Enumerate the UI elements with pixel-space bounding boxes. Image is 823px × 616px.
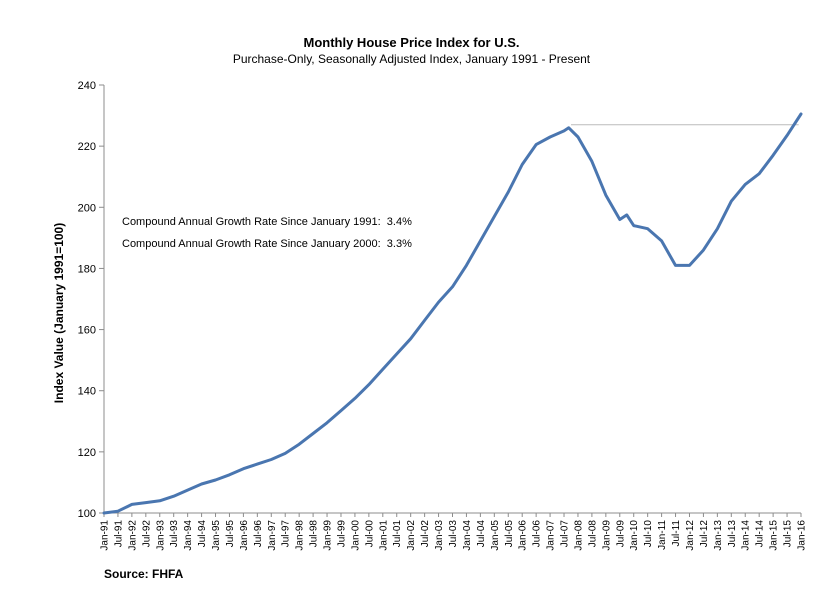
x-tick-label: Jan-94 — [183, 520, 194, 551]
x-tick-label: Jan-05 — [490, 520, 501, 551]
x-tick-label: Jul-14 — [755, 520, 766, 548]
y-tick-label: 160 — [78, 325, 96, 337]
x-tick-label: Jul-92 — [141, 520, 152, 548]
x-tick-label: Jan-01 — [378, 520, 389, 551]
x-tick-label: Jul-11 — [671, 520, 682, 547]
x-tick-label: Jan-07 — [546, 520, 557, 551]
cagr-2000-annotation: Compound Annual Growth Rate Since Januar… — [122, 238, 412, 250]
y-tick-label: 240 — [78, 80, 96, 92]
x-tick-label: Jan-11 — [657, 520, 668, 550]
x-tick-label: Jan-08 — [573, 520, 584, 551]
x-tick-label: Jul-02 — [420, 520, 431, 548]
y-axis-label: Index Value (January 1991=100) — [52, 223, 66, 403]
x-tick-label: Jul-10 — [643, 520, 654, 548]
y-tick-label: 220 — [78, 141, 96, 153]
x-tick-label: Jul-94 — [197, 520, 208, 548]
chart-subtitle: Purchase-Only, Seasonally Adjusted Index… — [232, 52, 591, 66]
x-tick-label: Jan-97 — [267, 520, 278, 551]
x-tick-label: Jul-15 — [783, 520, 794, 548]
x-tick-label: Jan-99 — [323, 520, 334, 551]
x-tick-label: Jan-93 — [155, 520, 166, 551]
x-tick-label: Jul-08 — [587, 520, 598, 548]
x-tick-label: Jul-07 — [560, 520, 571, 548]
x-tick-label: Jul-99 — [336, 520, 347, 548]
series-group — [102, 112, 803, 515]
x-tick-label: Jan-91 — [100, 520, 111, 551]
x-tick-label: Jan-02 — [406, 520, 417, 551]
x-tick-label: Jul-96 — [253, 520, 264, 548]
source-note: Source: FHFA — [104, 567, 184, 581]
x-tick-label: Jul-05 — [504, 520, 515, 548]
x-tick-label: Jul-98 — [309, 520, 320, 548]
x-tick-label: Jul-03 — [448, 520, 459, 548]
y-tick-label: 180 — [78, 263, 96, 275]
x-tick-label: Jan-00 — [350, 520, 361, 551]
x-tick-label: Jul-00 — [364, 520, 375, 548]
x-tick-label: Jul-91 — [113, 520, 124, 548]
y-tick-label: 140 — [78, 386, 96, 398]
x-tick-label: Jan-92 — [127, 520, 138, 551]
y-tick-label: 100 — [78, 508, 96, 520]
x-tick-label: Jan-13 — [713, 520, 724, 551]
y-tick-label: 200 — [78, 202, 96, 214]
x-tick-label: Jul-97 — [281, 520, 292, 548]
cagr-1991-annotation: Compound Annual Growth Rate Since Januar… — [122, 216, 412, 228]
x-tick-label: Jan-14 — [741, 520, 752, 551]
x-tick-label: Jan-04 — [462, 520, 473, 551]
x-tick-label: Jul-06 — [532, 520, 543, 548]
x-tick-label: Jan-95 — [211, 520, 222, 551]
x-tick-label: Jul-01 — [392, 520, 403, 548]
x-tick-label: Jul-09 — [615, 520, 626, 548]
x-tick-label: Jan-10 — [629, 520, 640, 551]
x-tick-label: Jan-06 — [518, 520, 529, 551]
y-tick-label: 120 — [78, 447, 96, 459]
x-tick-label: Jan-03 — [434, 520, 445, 551]
x-tick-label: Jan-15 — [769, 520, 780, 551]
x-tick-label: Jul-13 — [727, 520, 738, 548]
x-tick-label: Jul-95 — [225, 520, 236, 548]
chart-title: Monthly House Price Index for U.S. — [303, 35, 520, 50]
hpi-series-line — [102, 112, 803, 515]
x-tick-label: Jul-04 — [476, 520, 487, 548]
x-tick-label: Jan-12 — [685, 520, 696, 551]
x-tick-label: Jul-12 — [699, 520, 710, 548]
x-tick-label: Jan-96 — [239, 520, 250, 551]
x-tick-label: Jan-16 — [797, 520, 808, 551]
x-tick-label: Jul-93 — [169, 520, 180, 548]
x-tick-label: Jan-98 — [295, 520, 306, 551]
x-tick-label: Jan-09 — [601, 520, 612, 551]
